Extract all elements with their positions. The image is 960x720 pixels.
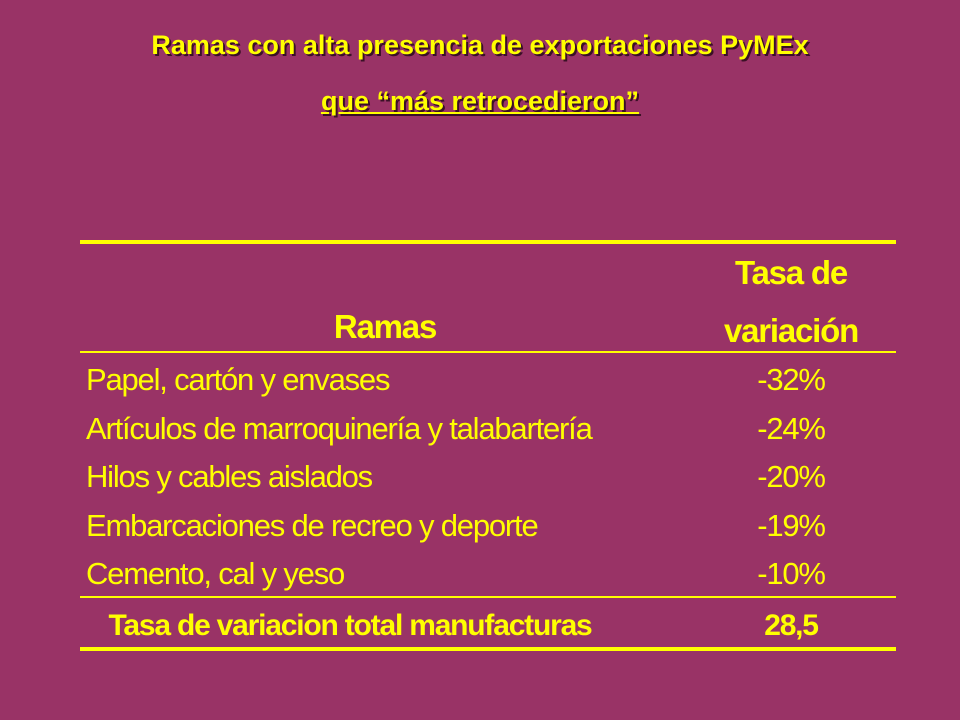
table-bottom-rule [80, 647, 896, 651]
row-label: Artículos de marroquinería y talabarterí… [86, 410, 593, 446]
table-top-rule [80, 240, 896, 244]
total-rule [80, 596, 896, 598]
header-rule [80, 351, 896, 353]
row-value: -24% [757, 410, 826, 446]
subtitle: que “más retrocedieron” [320, 86, 640, 116]
column-header: Ramas [333, 308, 437, 345]
row-value: -19% [757, 507, 826, 543]
row-value: -32% [757, 362, 826, 397]
row-value: -20% [757, 459, 826, 494]
total-label: Tasa de variacion total manufacturas [108, 609, 592, 642]
title: Ramas con alta presencia de exportacione… [151, 30, 809, 60]
total-value: 28,5 [764, 609, 819, 642]
row-label: Cemento, cal y yeso [86, 556, 345, 591]
row-label: Embarcaciones de recreo y deporte [86, 507, 539, 543]
row-label: Hilos y cables aislados [86, 459, 373, 494]
column-header: Tasa de variación [723, 254, 859, 349]
row-value: -10% [757, 556, 826, 591]
row-label: Papel, cartón y envases [86, 362, 390, 397]
